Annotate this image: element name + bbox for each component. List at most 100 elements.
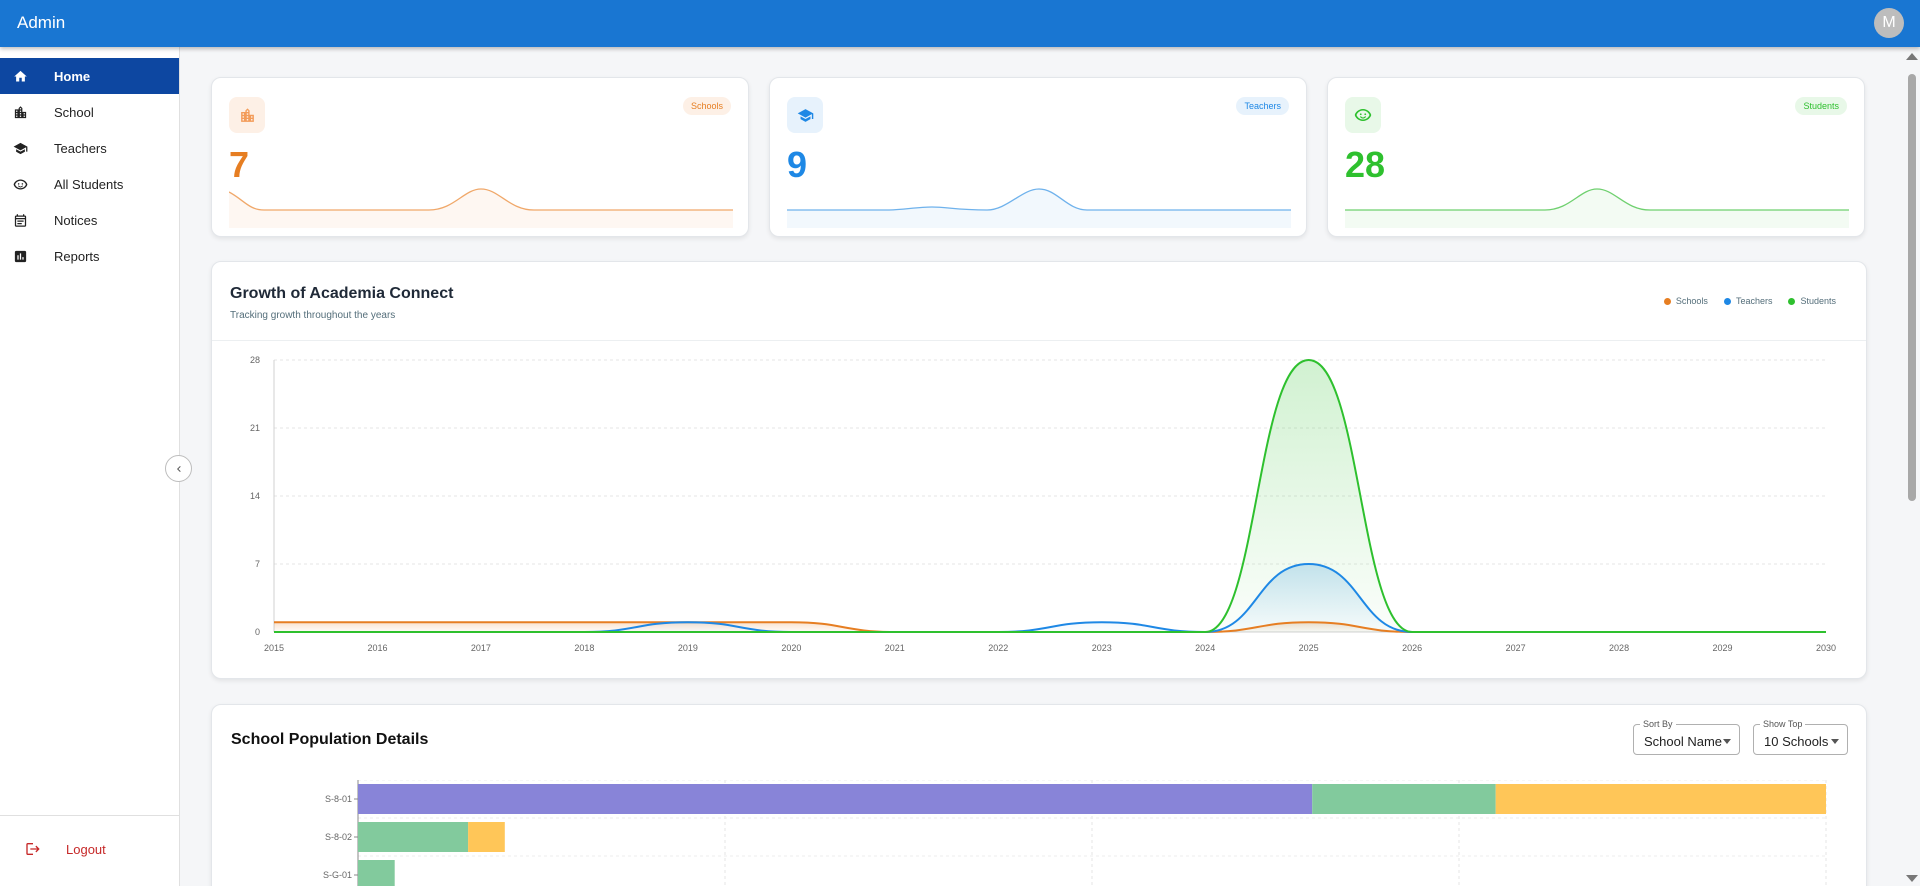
bar-segment[interactable] <box>1495 784 1826 814</box>
bar-segment[interactable] <box>468 822 505 852</box>
sort-by-select[interactable]: Sort By School Name <box>1633 719 1740 755</box>
legend-swatch <box>1663 297 1671 305</box>
x-tick-label: 2018 <box>574 643 594 653</box>
building-icon <box>229 97 265 133</box>
scroll-up-icon[interactable] <box>1906 53 1918 60</box>
y-tick-label: 14 <box>250 491 260 501</box>
app-bar: Admin M <box>0 0 1920 47</box>
face-icon <box>1345 97 1381 133</box>
legend-item-students: Students <box>1788 296 1836 306</box>
bar-chart-icon <box>14 250 27 263</box>
logout-label: Logout <box>66 842 106 857</box>
x-tick-label: 2016 <box>367 643 387 653</box>
stat-value: 9 <box>787 144 808 185</box>
stat-card-schools: Schools 7 <box>211 77 749 237</box>
stat-value: 7 <box>229 144 250 185</box>
y-tick-label: 0 <box>255 627 260 637</box>
scroll-down-icon[interactable] <box>1906 875 1918 882</box>
x-tick-label: 2017 <box>471 643 491 653</box>
sidebar-item-notices[interactable]: Notices <box>0 202 179 238</box>
sidebar-item-label: All Students <box>54 176 124 192</box>
category-label: S-8-02 <box>325 832 352 842</box>
category-label: S-8-01 <box>325 794 352 804</box>
bar-segment[interactable] <box>1312 784 1496 814</box>
collapse-sidebar-button[interactable] <box>165 455 192 482</box>
growth-chart-card: Growth of Academia Connect Tracking grow… <box>211 261 1867 679</box>
scrollbar-thumb[interactable] <box>1908 74 1916 501</box>
x-tick-label: 2020 <box>781 643 801 653</box>
building-icon <box>14 106 27 119</box>
x-tick-label: 2028 <box>1609 643 1629 653</box>
x-tick-label: 2025 <box>1299 643 1319 653</box>
section-title: School Population Details <box>231 731 429 748</box>
avatar[interactable]: M <box>1874 8 1904 38</box>
stat-badge: Schools <box>682 97 731 115</box>
sparkline <box>229 188 733 228</box>
chevron-left-icon <box>176 465 181 472</box>
chart-title: Growth of Academia Connect <box>230 285 454 302</box>
x-tick-label: 2030 <box>1816 643 1836 653</box>
sidebar-item-home[interactable]: Home <box>0 58 179 94</box>
stat-badge: Students <box>1795 97 1847 115</box>
stat-value: 28 <box>1345 144 1386 185</box>
sidebar-item-label: Notices <box>54 212 98 228</box>
chevron-down-icon <box>1831 739 1839 744</box>
sidebar-item-all-students[interactable]: All Students <box>0 166 179 202</box>
chevron-down-icon <box>1723 739 1731 744</box>
select-value: School Name <box>1644 734 1723 749</box>
y-tick-label: 28 <box>250 355 260 365</box>
legend-label: Teachers <box>1735 296 1773 306</box>
legend-swatch <box>1723 297 1731 305</box>
sidebar-item-reports[interactable]: Reports <box>0 238 179 274</box>
y-tick-label: 7 <box>255 559 260 569</box>
population-card: School Population Details Sort By School… <box>211 704 1867 886</box>
select-label: Show Top <box>1760 719 1806 729</box>
app-title: Admin <box>17 13 66 32</box>
stat-badge: Teachers <box>1236 97 1289 115</box>
logout-icon <box>26 843 40 855</box>
show-top-select[interactable]: Show Top 10 Schools <box>1753 719 1848 755</box>
vertical-scrollbar[interactable] <box>1903 47 1920 886</box>
sidebar-divider <box>0 815 180 816</box>
x-tick-label: 2015 <box>264 643 284 653</box>
chart-subtitle: Tracking growth throughout the years <box>230 310 396 321</box>
sidebar-item-label: Teachers <box>54 140 107 156</box>
face-icon <box>13 179 28 190</box>
sidebar-item-label: Home <box>54 68 91 84</box>
bar-segment[interactable] <box>358 822 469 852</box>
select-label: Sort By <box>1640 719 1676 729</box>
x-tick-label: 2019 <box>678 643 698 653</box>
x-tick-label: 2024 <box>1195 643 1215 653</box>
legend-item-teachers: Teachers <box>1723 296 1773 306</box>
x-tick-label: 2023 <box>1092 643 1112 653</box>
select-value: 10 Schools <box>1764 734 1829 749</box>
category-label: S-G-01 <box>323 870 352 880</box>
sparkline <box>1345 188 1849 228</box>
sidebar-item-label: School <box>54 104 94 120</box>
x-tick-label: 2026 <box>1402 643 1422 653</box>
graduation-cap-icon <box>787 97 823 133</box>
bar-segment[interactable] <box>358 860 395 886</box>
legend-swatch <box>1788 297 1796 305</box>
stat-card-students: Students 28 <box>1327 77 1865 237</box>
x-tick-label: 2022 <box>988 643 1008 653</box>
sidebar: Home School Teachers All Students Notice… <box>0 47 180 886</box>
stat-card-teachers: Teachers 9 <box>769 77 1307 237</box>
graduation-cap-icon <box>13 142 28 155</box>
bar-segment[interactable] <box>358 784 1313 814</box>
population-bar-chart: S-8-01 S-8-02 S-G-01 <box>323 780 1827 886</box>
sparkline <box>787 188 1291 228</box>
x-tick-label: 2027 <box>1506 643 1526 653</box>
sidebar-item-teachers[interactable]: Teachers <box>0 130 179 166</box>
x-tick-label: 2029 <box>1713 643 1733 653</box>
chart-header-divider <box>212 340 1866 341</box>
sidebar-item-label: Reports <box>54 248 100 264</box>
logout-button[interactable]: Logout <box>0 834 180 864</box>
legend-label: Schools <box>1675 296 1708 306</box>
y-tick-label: 21 <box>250 423 260 433</box>
growth-chart: 0 7 14 21 28 2015 2016 2017 2018 2019 2020 2021 2022… <box>250 355 1836 653</box>
home-icon <box>14 70 27 82</box>
sidebar-item-school[interactable]: School <box>0 94 179 130</box>
series-line-students <box>274 358 1826 633</box>
calendar-icon <box>14 214 27 227</box>
